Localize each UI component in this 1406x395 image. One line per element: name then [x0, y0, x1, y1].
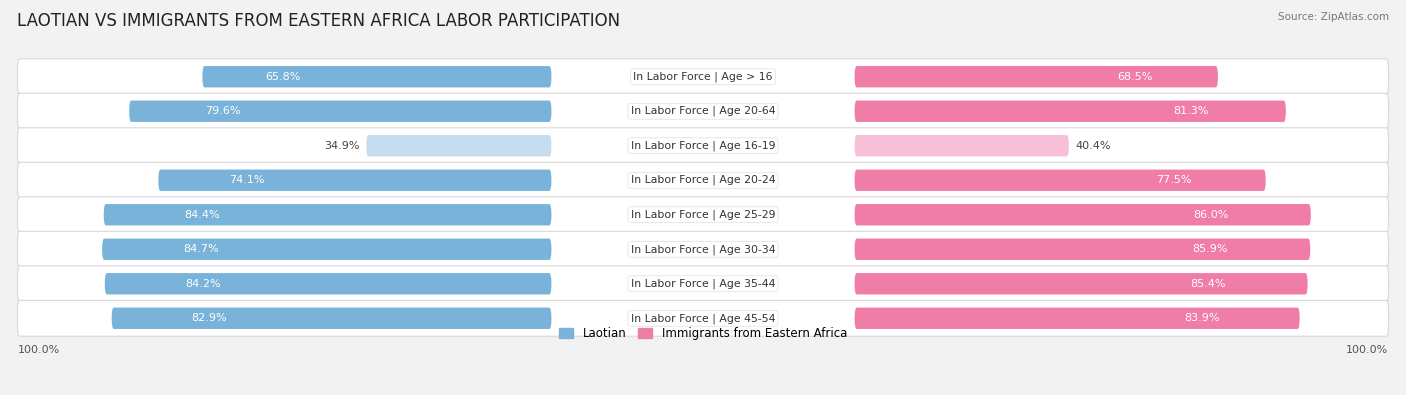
Text: 79.6%: 79.6% [205, 106, 240, 116]
FancyBboxPatch shape [17, 162, 1389, 198]
FancyBboxPatch shape [855, 239, 1310, 260]
FancyBboxPatch shape [17, 197, 1389, 233]
Text: 100.0%: 100.0% [1347, 345, 1389, 355]
FancyBboxPatch shape [17, 128, 1389, 164]
Text: In Labor Force | Age 20-24: In Labor Force | Age 20-24 [631, 175, 775, 186]
Legend: Laotian, Immigrants from Eastern Africa: Laotian, Immigrants from Eastern Africa [554, 322, 852, 345]
Text: LAOTIAN VS IMMIGRANTS FROM EASTERN AFRICA LABOR PARTICIPATION: LAOTIAN VS IMMIGRANTS FROM EASTERN AFRIC… [17, 12, 620, 30]
Text: In Labor Force | Age > 16: In Labor Force | Age > 16 [633, 71, 773, 82]
FancyBboxPatch shape [104, 204, 551, 226]
Text: In Labor Force | Age 16-19: In Labor Force | Age 16-19 [631, 141, 775, 151]
Text: In Labor Force | Age 25-29: In Labor Force | Age 25-29 [631, 209, 775, 220]
Text: In Labor Force | Age 45-54: In Labor Force | Age 45-54 [631, 313, 775, 324]
Text: 86.0%: 86.0% [1194, 210, 1229, 220]
Text: 34.9%: 34.9% [323, 141, 360, 151]
FancyBboxPatch shape [17, 231, 1389, 267]
Text: Source: ZipAtlas.com: Source: ZipAtlas.com [1278, 12, 1389, 22]
FancyBboxPatch shape [103, 239, 551, 260]
FancyBboxPatch shape [159, 169, 551, 191]
FancyBboxPatch shape [855, 204, 1310, 226]
FancyBboxPatch shape [855, 101, 1286, 122]
Text: 77.5%: 77.5% [1156, 175, 1192, 185]
FancyBboxPatch shape [17, 266, 1389, 302]
FancyBboxPatch shape [202, 66, 551, 87]
Text: 40.4%: 40.4% [1076, 141, 1111, 151]
Text: 65.8%: 65.8% [266, 72, 301, 82]
Text: 84.2%: 84.2% [186, 279, 221, 289]
FancyBboxPatch shape [17, 300, 1389, 336]
Text: In Labor Force | Age 20-64: In Labor Force | Age 20-64 [631, 106, 775, 117]
Text: 83.9%: 83.9% [1184, 313, 1219, 323]
Text: 81.3%: 81.3% [1173, 106, 1208, 116]
FancyBboxPatch shape [17, 59, 1389, 95]
FancyBboxPatch shape [17, 93, 1389, 129]
Text: 85.9%: 85.9% [1192, 244, 1229, 254]
Text: 84.4%: 84.4% [184, 210, 219, 220]
Text: In Labor Force | Age 35-44: In Labor Force | Age 35-44 [631, 278, 775, 289]
FancyBboxPatch shape [855, 273, 1308, 294]
FancyBboxPatch shape [855, 169, 1265, 191]
FancyBboxPatch shape [111, 308, 551, 329]
Text: 85.4%: 85.4% [1191, 279, 1226, 289]
Text: 68.5%: 68.5% [1118, 72, 1153, 82]
Text: 82.9%: 82.9% [191, 313, 226, 323]
FancyBboxPatch shape [367, 135, 551, 156]
Text: 100.0%: 100.0% [17, 345, 59, 355]
FancyBboxPatch shape [129, 101, 551, 122]
FancyBboxPatch shape [855, 135, 1069, 156]
FancyBboxPatch shape [855, 308, 1299, 329]
FancyBboxPatch shape [855, 66, 1218, 87]
FancyBboxPatch shape [105, 273, 551, 294]
Text: In Labor Force | Age 30-34: In Labor Force | Age 30-34 [631, 244, 775, 254]
Text: 74.1%: 74.1% [229, 175, 264, 185]
Text: 84.7%: 84.7% [183, 244, 218, 254]
